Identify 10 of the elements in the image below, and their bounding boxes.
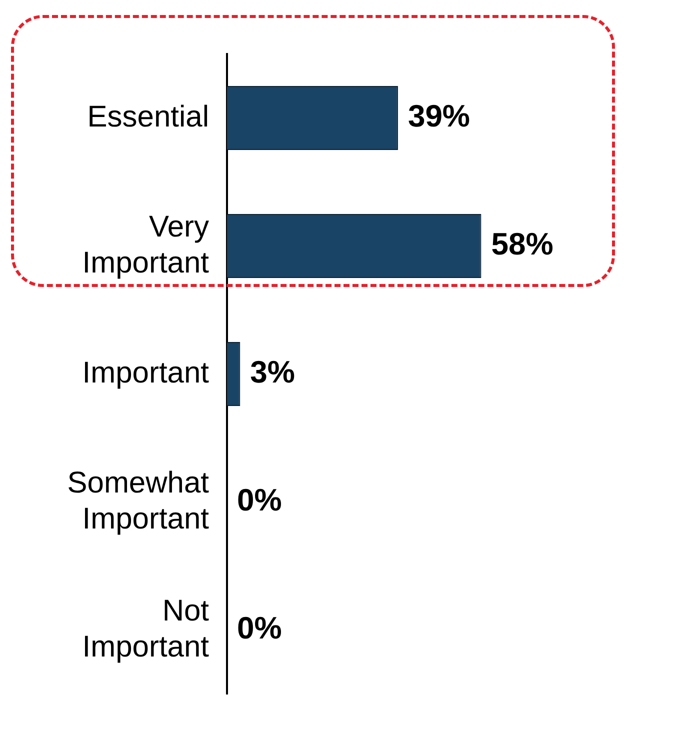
data-label: 0% (237, 610, 282, 646)
data-label: 0% (237, 482, 282, 518)
data-label: 39% (408, 98, 470, 134)
data-label: 3% (250, 354, 295, 390)
y-tick-label: Not Important (82, 594, 210, 664)
y-tick-label: Somewhat Important (67, 466, 210, 536)
data-label: 58% (491, 226, 554, 262)
y-tick-label: Very Important (82, 210, 210, 280)
y-tick-label: Essential (87, 100, 209, 134)
y-tick-label: Important (82, 356, 210, 390)
